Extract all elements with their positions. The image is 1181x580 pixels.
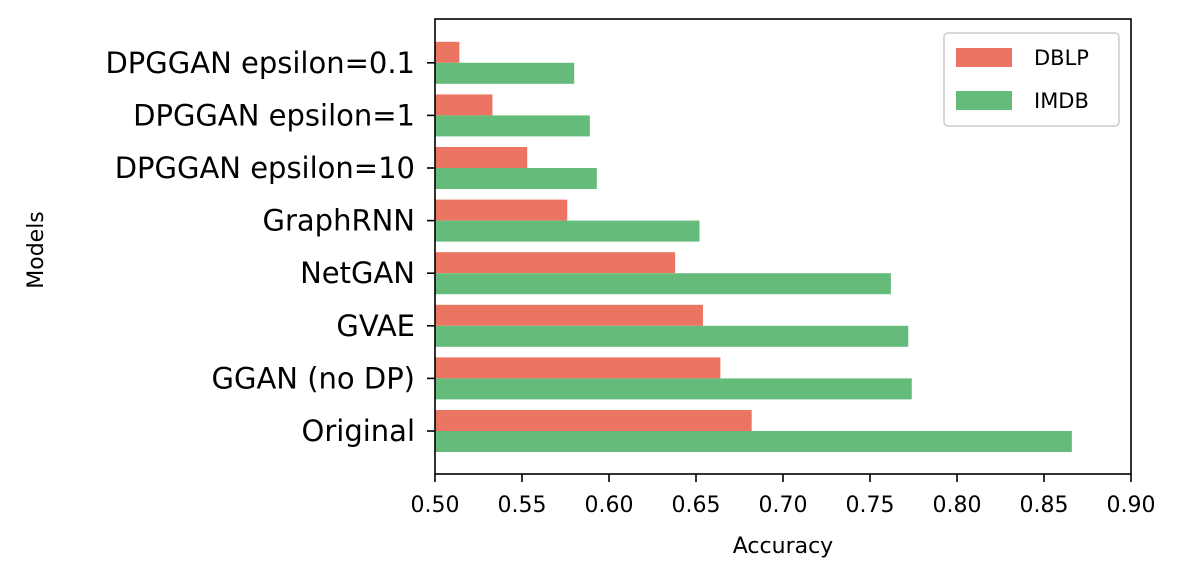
- bar-imdb-5: [435, 168, 597, 189]
- bar-dblp-2: [435, 304, 703, 326]
- bar-imdb-6: [435, 115, 590, 137]
- bar-dblp-6: [435, 94, 493, 116]
- bar-dblp-7: [435, 41, 460, 63]
- y-tick-label: NetGAN: [300, 256, 415, 290]
- x-tick-label: 0.65: [672, 493, 721, 518]
- y-tick-label: GGAN (no DP): [212, 361, 415, 395]
- x-tick-label: 0.60: [585, 493, 634, 518]
- y-tick-label: DPGGAN epsilon=1: [133, 98, 415, 132]
- legend-label-imdb: IMDB: [1034, 89, 1089, 113]
- bar-dblp-4: [435, 199, 568, 221]
- bar-imdb-1: [435, 378, 912, 400]
- legend: DBLP IMDB: [943, 32, 1120, 127]
- y-tick-label: GVAE: [336, 309, 415, 343]
- plot-frame: [434, 18, 1132, 475]
- x-tick-label: 0.50: [411, 493, 460, 518]
- bar-dblp-0: [435, 410, 752, 431]
- bar-imdb-4: [435, 220, 700, 242]
- bar-dblp-3: [435, 252, 676, 274]
- x-tick-label: 0.70: [759, 493, 808, 518]
- bar-imdb-2: [435, 325, 909, 347]
- y-tick-label: DPGGAN epsilon=10: [115, 151, 415, 185]
- bar-imdb-3: [435, 273, 891, 295]
- x-tick-label: 0.75: [846, 493, 895, 518]
- legend-swatch-dblp: [956, 48, 1012, 67]
- y-axis-title: Models: [24, 211, 49, 289]
- y-tick-label: DPGGAN epsilon=0.1: [105, 46, 415, 80]
- y-tick-label: Original: [302, 414, 415, 448]
- legend-box: [943, 32, 1120, 127]
- bar-dblp-5: [435, 147, 528, 168]
- bars-layer: [435, 41, 1072, 452]
- legend-label-dblp: DBLP: [1034, 46, 1089, 70]
- x-tick-label: 0.80: [933, 493, 982, 518]
- bar-imdb-7: [435, 62, 575, 84]
- y-tick-label: GraphRNN: [263, 204, 416, 238]
- x-axis-title: Accuracy: [733, 534, 833, 559]
- x-tick-label: 0.55: [498, 493, 547, 518]
- x-axis-ticks: 0.50 0.55 0.60 0.65 0.70 0.75 0.80 0.85 0.90: [411, 474, 1156, 518]
- bar-dblp-1: [435, 357, 721, 379]
- bar-imdb-0: [435, 431, 1072, 452]
- y-axis-ticks: Original GGAN (no DP) GVAE NetGAN GraphRNN DP…: [105, 46, 435, 448]
- x-tick-label: 0.90: [1107, 493, 1156, 518]
- x-tick-label: 0.85: [1020, 493, 1069, 518]
- legend-swatch-imdb: [956, 91, 1012, 110]
